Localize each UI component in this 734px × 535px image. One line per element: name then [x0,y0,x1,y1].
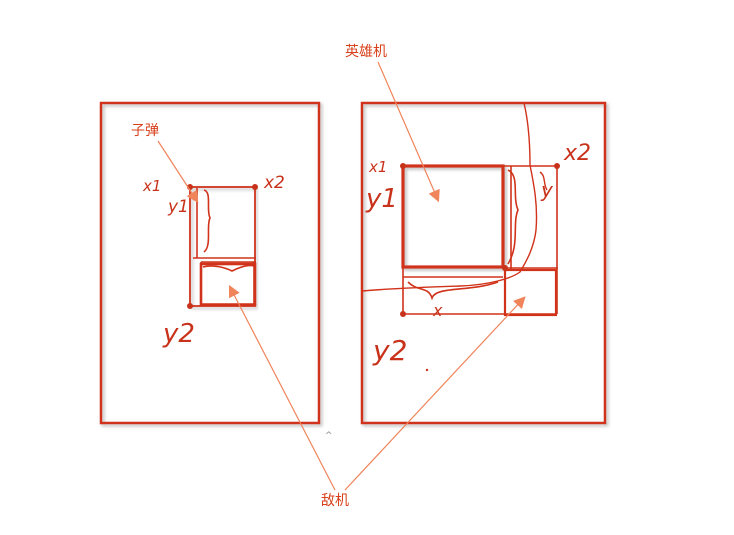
hand-y1-left: y1 [167,197,189,217]
hand-y2-right: y2 [372,334,407,367]
arrow-bullet [157,140,199,204]
label-hero: 英雄机 [345,43,387,60]
point-x2 [252,184,258,190]
right-panel-frame [360,101,607,425]
enemy-box-left [199,262,257,307]
arrow-enemy-right [344,296,526,491]
hero-extent-lines [402,165,558,315]
hand-x2-left: x2 [263,173,285,193]
arrow-enemy-left [228,284,336,491]
right-panel: x1 y1 x2 y x y2 [360,101,607,425]
hand-x1-left: x1 [142,177,161,195]
brace-right-vertical [507,169,519,265]
brace-right-horizontal [407,281,499,301]
hero-box [401,164,505,269]
label-bullet: 子弹 [131,123,159,139]
label-enemy: 敌机 [321,493,349,509]
arrow-hero [377,61,440,203]
hand-y1-right: y1 [365,184,398,214]
caret-mark: ^ [325,431,333,441]
boundary-squiggle [361,102,538,292]
bullet-inner-lines [193,188,256,305]
hand-x-right: x [432,301,443,320]
point-hero-y2 [400,311,406,317]
brace-left-horizontal [202,264,255,272]
left-panel-frame [99,101,321,425]
hand-y-right: y [540,178,554,202]
stray-dot [425,368,429,372]
point-hero-x2 [554,163,560,169]
brace-right-small [539,171,548,191]
hand-y2-left: y2 [162,319,195,349]
arrows [157,61,526,491]
point-hero-inner [502,265,508,271]
enemy-box-right [503,268,558,317]
point-y2 [187,303,193,309]
brace-left-vertical [203,189,211,253]
hand-x2-right: x2 [563,141,591,166]
enemy-right-top-line [505,166,558,270]
point-hero-x1 [400,163,406,169]
hand-x1-right: x1 [368,158,387,176]
left-panel: x1 y1 x2 y2 [99,101,321,425]
